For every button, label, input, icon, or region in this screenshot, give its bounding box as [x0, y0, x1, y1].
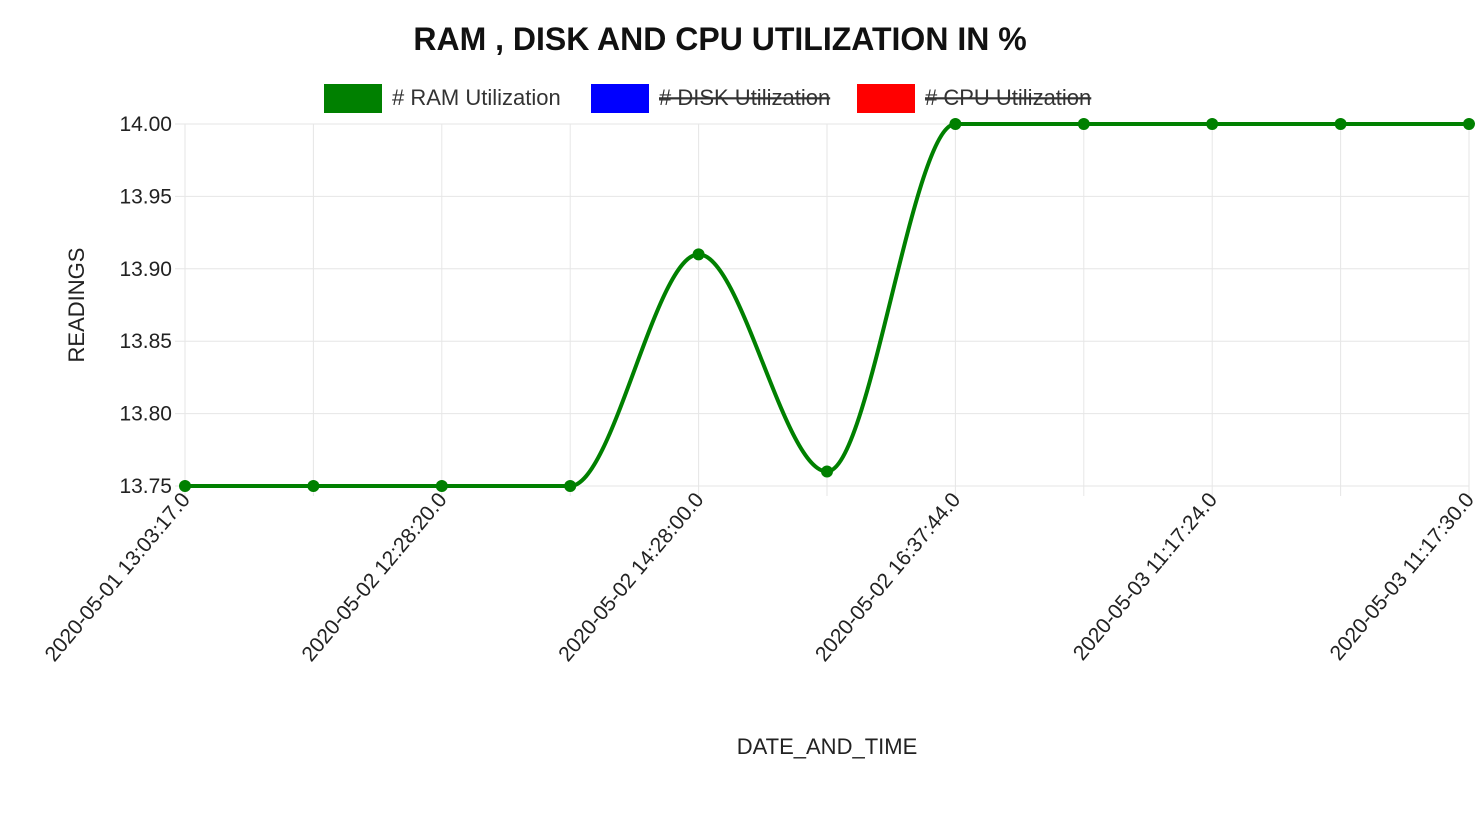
data-point[interactable]: [1077, 118, 1090, 130]
legend-item-cpu[interactable]: # CPU Utilization: [857, 84, 1091, 113]
x-axis-ticks: 2020-05-01 13:03:17.0 2020-05-02 12:28:20…: [41, 488, 1479, 666]
data-point[interactable]: [949, 118, 962, 130]
y-tick-label: 13.80: [119, 403, 172, 426]
x-axis-title: DATE_AND_TIME: [737, 734, 918, 759]
data-point[interactable]: [307, 480, 320, 492]
data-point[interactable]: [821, 465, 833, 478]
data-point[interactable]: [1206, 118, 1219, 130]
y-tick-label: 14.00: [119, 113, 172, 136]
data-point[interactable]: [564, 480, 577, 492]
legend-item-disk[interactable]: # DISK Utilization: [591, 84, 830, 113]
x-tick-label: 2020-05-03 11:17:30.0: [1326, 488, 1479, 664]
legend-swatch-disk: [591, 84, 649, 113]
y-tick-label: 13.75: [119, 475, 172, 498]
x-tick-label: 2020-05-03 11:17:24.0: [1069, 488, 1222, 664]
legend-item-ram[interactable]: # RAM Utilization: [324, 84, 561, 113]
data-point[interactable]: [692, 248, 705, 261]
y-axis-ticks: 14.00 13.95 13.90 13.85 13.80 13.75: [119, 113, 172, 498]
y-axis-title: READINGS: [64, 248, 89, 363]
x-tick-label: 2020-05-02 12:28:20.0: [297, 488, 451, 666]
y-tick-label: 13.85: [119, 330, 172, 353]
legend-label-ram: # RAM Utilization: [392, 85, 561, 110]
legend-swatch-ram: [324, 84, 382, 113]
x-tick-label: 2020-05-02 16:37:44.0: [811, 488, 965, 666]
series-points: [179, 118, 1475, 492]
legend-label-cpu: # CPU Utilization: [925, 85, 1091, 110]
x-tick-label: 2020-05-02 14:28:00.0: [554, 488, 708, 666]
data-point[interactable]: [435, 480, 448, 492]
y-tick-label: 13.90: [119, 258, 172, 281]
legend-label-disk: # DISK Utilization: [659, 85, 830, 110]
x-tick-label: 2020-05-01 13:03:17.0: [41, 488, 195, 666]
chart-title: RAM , DISK AND CPU UTILIZATION IN %: [413, 21, 1026, 57]
data-point[interactable]: [179, 480, 191, 492]
grid: [175, 123, 1470, 496]
legend: # RAM Utilization # DISK Utilization # C…: [324, 84, 1091, 113]
data-point[interactable]: [1463, 118, 1475, 130]
legend-swatch-cpu: [857, 84, 915, 113]
y-tick-label: 13.95: [119, 185, 172, 208]
data-point[interactable]: [1334, 118, 1347, 130]
